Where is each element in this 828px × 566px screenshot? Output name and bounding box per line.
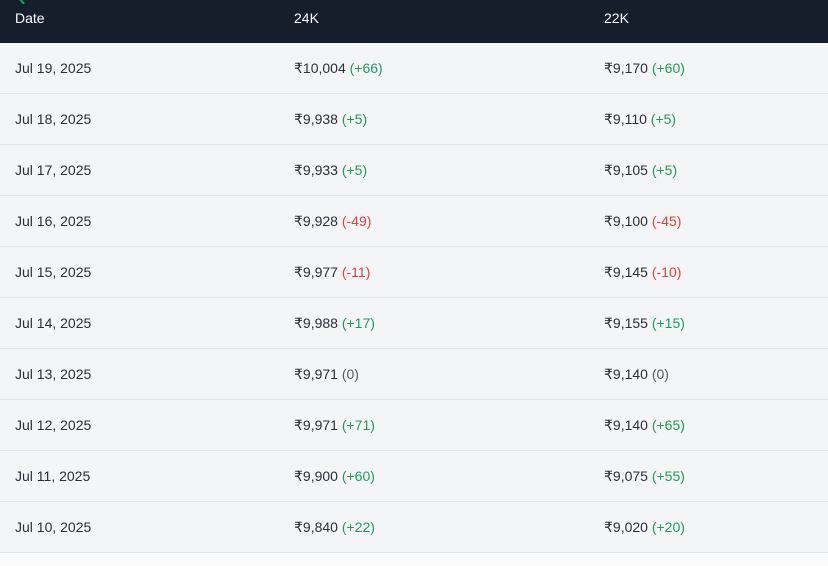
table-row: Jul 11, 2025 ₹9,900 (+60) ₹9,075 (+55) [0,451,828,502]
price-22k-value: ₹9,145 [604,264,648,280]
price-22k-cell: ₹9,100 (-45) [604,213,681,230]
change-24k: (+5) [341,111,368,127]
price-22k-value: ₹9,155 [604,315,648,331]
change-22k: (+5) [650,111,677,127]
date-cell: Jul 11, 2025 [15,468,91,484]
price-24k-cell: ₹9,928 (-49) [294,213,371,230]
header-24k: 24K [294,10,319,26]
table-row: Jul 17, 2025 ₹9,933 (+5) ₹9,105 (+5) [0,145,828,196]
date-cell: Jul 10, 2025 [15,519,92,535]
table-body: Jul 19, 2025 ₹10,004 (+66) ₹9,170 (+60) Jul… [0,43,828,553]
change-24k: (+17) [341,315,375,331]
price-24k-cell: ₹9,840 (+22) [294,519,375,536]
change-24k: (+71) [341,417,375,433]
change-24k: (0) [341,366,359,382]
price-24k-value: ₹9,938 [294,111,338,127]
date-cell: Jul 15, 2025 [15,264,92,280]
header-date: Date [15,10,45,26]
price-22k-value: ₹9,105 [604,162,648,178]
date-cell: Jul 14, 2025 [15,315,92,331]
price-24k-value: ₹9,977 [294,264,338,280]
price-22k-value: ₹9,075 [604,468,648,484]
table-row: Jul 18, 2025 ₹9,938 (+5) ₹9,110 (+5) [0,94,828,145]
change-22k: (-45) [651,213,682,229]
price-24k-cell: ₹9,933 (+5) [294,162,367,179]
date-cell: Jul 19, 2025 [15,60,92,76]
change-22k: (+15) [651,315,685,331]
price-22k-value: ₹9,020 [604,519,648,535]
date-cell: Jul 13, 2025 [15,366,92,382]
date-cell: Jul 12, 2025 [15,417,92,433]
date-cell: Jul 16, 2025 [15,213,92,229]
gold-rate-history-table: Date 24K 22K Jul 19, 2025 ₹10,004 (+66) ₹9… [0,0,828,553]
date-cell: Jul 18, 2025 [15,111,92,127]
table-row: Jul 16, 2025 ₹9,928 (-49) ₹9,100 (-45) [0,196,828,247]
change-24k: (-49) [341,213,372,229]
table-row: Jul 12, 2025 ₹9,971 (+71) ₹9,140 (+65) [0,400,828,451]
price-24k-cell: ₹9,900 (+60) [294,468,375,485]
change-24k: (+5) [341,162,368,178]
price-22k-value: ₹9,110 [604,111,647,127]
price-24k-value: ₹9,900 [294,468,338,484]
chevron-left-icon[interactable] [17,0,27,4]
price-24k-value: ₹10,004 [294,60,346,76]
price-22k-value: ₹9,170 [604,60,648,76]
price-22k-value: ₹9,140 [604,366,648,382]
change-22k: (+5) [651,162,678,178]
price-22k-cell: ₹9,140 (+65) [604,417,685,434]
price-24k-cell: ₹10,004 (+66) [294,60,383,77]
price-24k-cell: ₹9,938 (+5) [294,111,367,128]
price-22k-value: ₹9,100 [604,213,648,229]
price-22k-cell: ₹9,075 (+55) [604,468,685,485]
change-22k: (0) [651,366,669,382]
price-22k-cell: ₹9,105 (+5) [604,162,677,179]
table-row: Jul 19, 2025 ₹10,004 (+66) ₹9,170 (+60) [0,43,828,94]
price-22k-value: ₹9,140 [604,417,648,433]
price-24k-value: ₹9,971 [294,417,338,433]
header-22k: 22K [604,10,629,26]
price-24k-cell: ₹9,971 (0) [294,366,359,383]
change-22k: (+65) [651,417,685,433]
price-24k-cell: ₹9,971 (+71) [294,417,375,434]
price-22k-cell: ₹9,170 (+60) [604,60,685,77]
change-24k: (+66) [349,60,383,76]
change-24k: (+60) [341,468,375,484]
price-24k-cell: ₹9,977 (-11) [294,264,370,281]
table-row: Jul 14, 2025 ₹9,988 (+17) ₹9,155 (+15) [0,298,828,349]
table-row: Jul 10, 2025 ₹9,840 (+22) ₹9,020 (+20) [0,502,828,553]
date-cell: Jul 17, 2025 [15,162,92,178]
price-24k-value: ₹9,840 [294,519,338,535]
table-row: Jul 13, 2025 ₹9,971 (0) ₹9,140 (0) [0,349,828,400]
price-24k-value: ₹9,971 [294,366,338,382]
page-bottom-area [0,553,828,566]
change-24k: (+22) [341,519,375,535]
change-22k: (+55) [651,468,685,484]
price-22k-cell: ₹9,140 (0) [604,366,669,383]
change-22k: (-10) [651,264,682,280]
table-header: Date 24K 22K [0,0,828,43]
price-22k-cell: ₹9,145 (-10) [604,264,681,281]
table-row: Jul 15, 2025 ₹9,977 (-11) ₹9,145 (-10) [0,247,828,298]
change-24k: (-11) [341,264,371,280]
price-24k-value: ₹9,988 [294,315,338,331]
price-22k-cell: ₹9,155 (+15) [604,315,685,332]
price-24k-value: ₹9,928 [294,213,338,229]
price-22k-cell: ₹9,020 (+20) [604,519,685,536]
price-24k-value: ₹9,933 [294,162,338,178]
change-22k: (+60) [651,60,685,76]
change-22k: (+20) [651,519,685,535]
price-22k-cell: ₹9,110 (+5) [604,111,676,128]
price-24k-cell: ₹9,988 (+17) [294,315,375,332]
